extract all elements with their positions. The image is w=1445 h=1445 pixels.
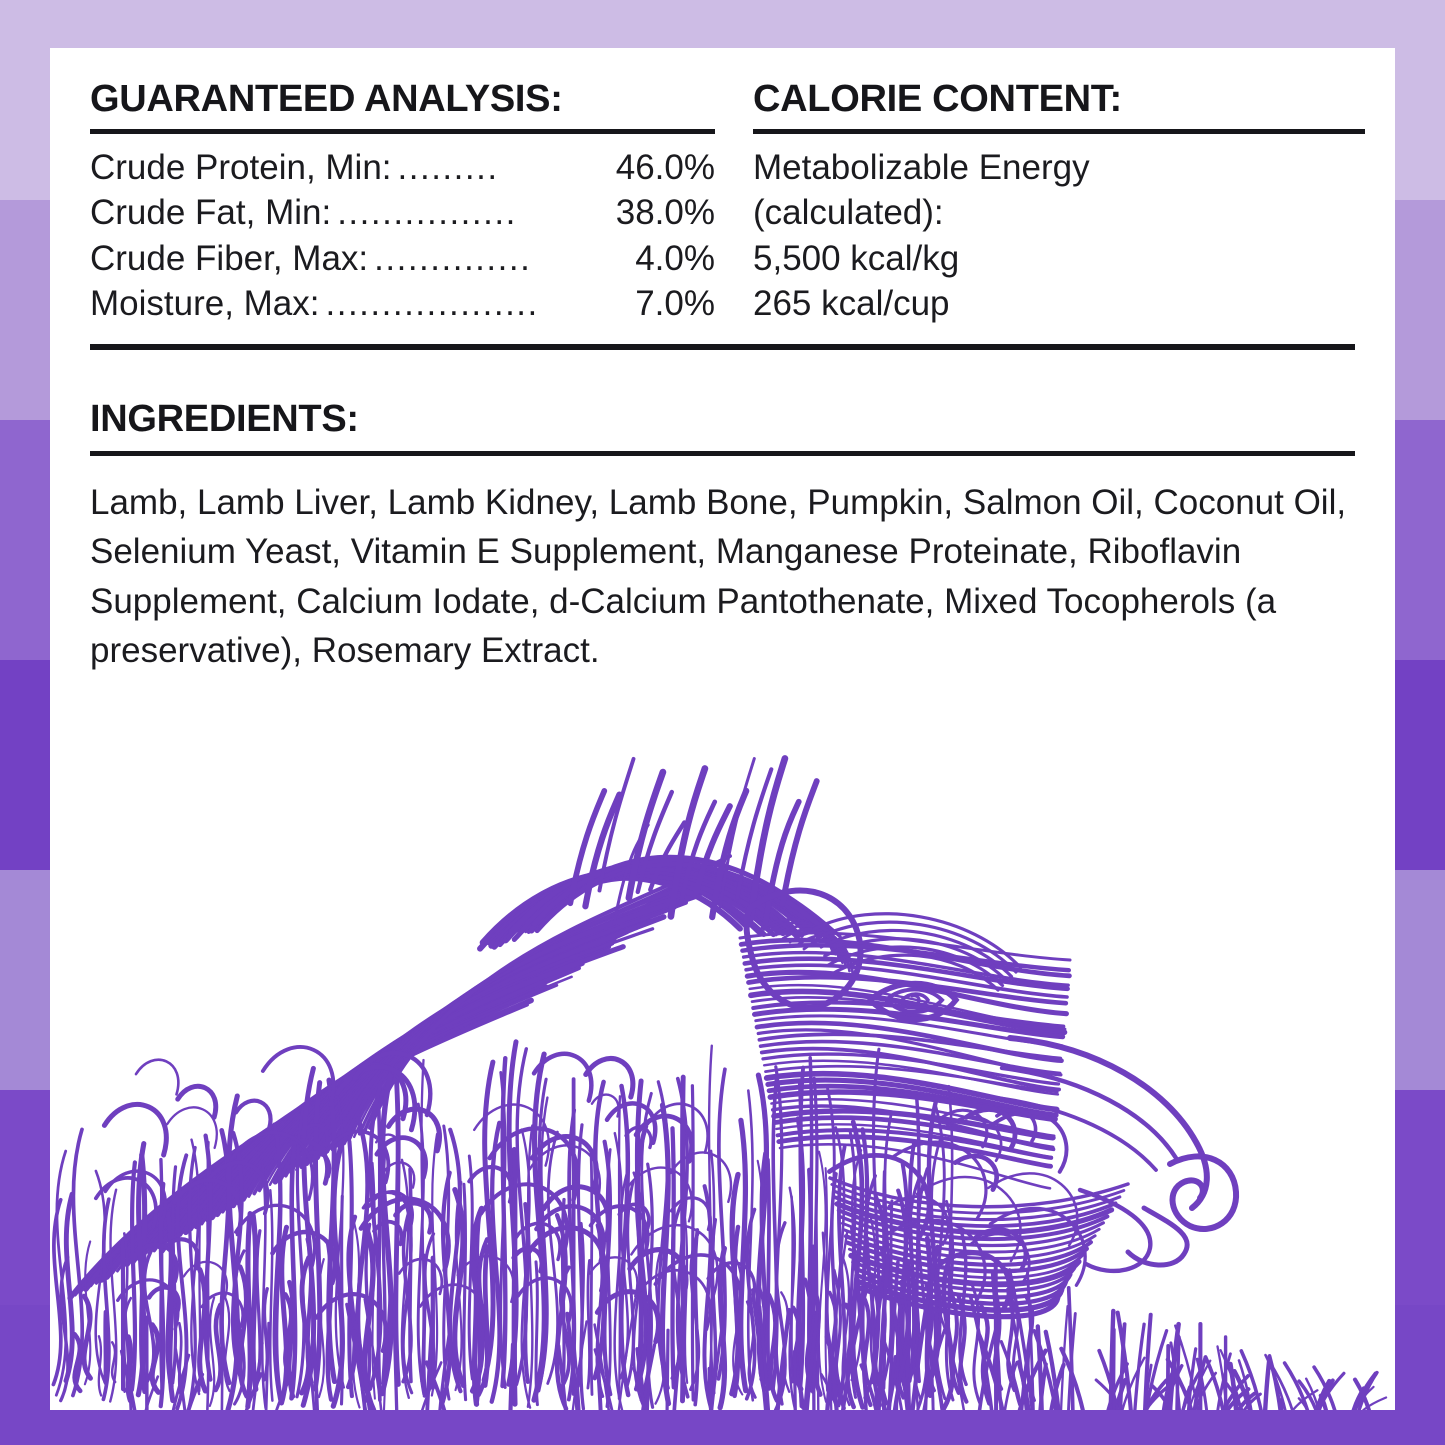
nutrition-label-card: GUARANTEED ANALYSIS: Crude Protein, Min:… — [50, 48, 1395, 1410]
table-row: Crude Protein, Min: ......... 46.0% — [90, 145, 715, 191]
nutrient-label: Moisture, Max: — [90, 284, 320, 324]
ingredients-list-text: Lamb, Lamb Liver, Lamb Kidney, Lamb Bone… — [90, 483, 1347, 671]
nutrient-value: 46.0% — [615, 147, 715, 187]
ingredients-rule — [90, 451, 1355, 456]
nutrient-label: Crude Fiber, Max: — [90, 238, 369, 278]
top-panels-row: GUARANTEED ANALYSIS: Crude Protein, Min:… — [50, 48, 1395, 327]
calorie-content-panel: CALORIE CONTENT: Metabolizable Energy (c… — [753, 48, 1395, 327]
table-row: Crude Fiber, Max: .............. 4.0% — [90, 236, 715, 282]
guaranteed-analysis-heading: GUARANTEED ANALYSIS: — [90, 78, 563, 120]
dot-leader: .............. — [374, 238, 532, 278]
table-row: Crude Fat, Min: ................ 38.0% — [90, 190, 715, 236]
calorie-line: (calculated): — [753, 193, 944, 233]
table-row: Moisture, Max: ................... 7.0% — [90, 281, 715, 327]
nutrient-label: Crude Fat, Min: — [90, 193, 332, 233]
nutrient-value: 4.0% — [635, 238, 715, 278]
calorie-line: 5,500 kcal/kg — [753, 238, 960, 278]
calorie-content-rule — [753, 128, 1365, 134]
dot-leader: ......... — [397, 147, 499, 187]
dot-leader: ................... — [325, 284, 539, 324]
nutrient-label: Crude Protein, Min: — [90, 147, 392, 187]
ingredients-panel: INGREDIENTS: Lamb, Lamb Liver, Lamb Kidn… — [90, 398, 1355, 675]
ingredients-heading: INGREDIENTS: — [90, 398, 359, 440]
dot-leader: ................ — [337, 193, 517, 233]
nutrient-value: 38.0% — [615, 193, 715, 233]
nutrient-value: 7.0% — [635, 284, 715, 324]
section-divider — [90, 344, 1355, 350]
calorie-content-heading: CALORIE CONTENT: — [753, 78, 1122, 120]
calorie-line: Metabolizable Energy — [753, 147, 1090, 187]
calorie-line: 265 kcal/cup — [753, 284, 950, 324]
lamb-head-line-art — [50, 738, 1395, 1410]
guaranteed-analysis-panel: GUARANTEED ANALYSIS: Crude Protein, Min:… — [50, 48, 753, 327]
guaranteed-analysis-rule — [90, 128, 715, 134]
